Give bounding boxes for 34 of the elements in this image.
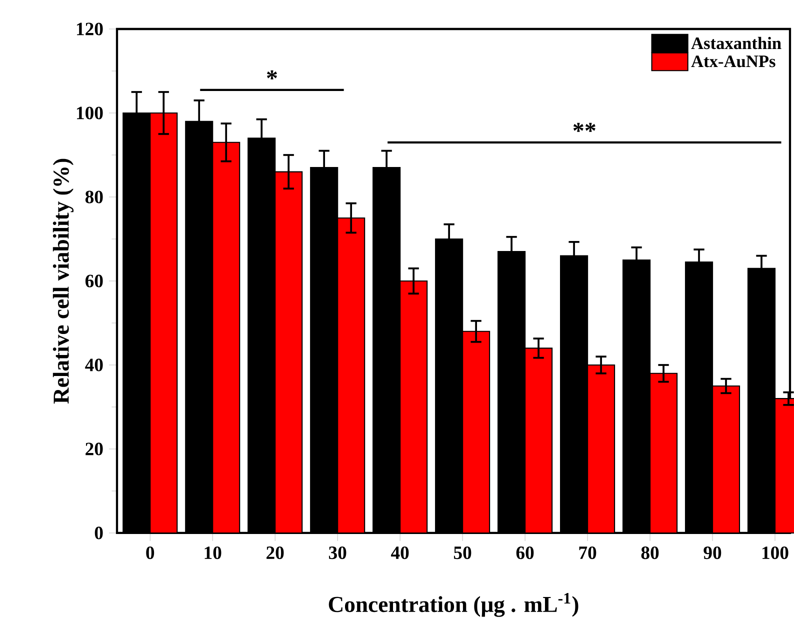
annotation: * — [266, 70, 277, 80]
annotation: ** — [573, 122, 596, 132]
bar — [212, 142, 240, 534]
bar — [274, 171, 303, 534]
y-tick-label: 100 — [77, 106, 103, 120]
bar — [649, 372, 678, 534]
y-tick-label: 120 — [77, 22, 103, 36]
bar — [400, 280, 428, 534]
x-tick-label: 60 — [516, 546, 534, 560]
y-tick-label: 80 — [85, 190, 103, 204]
bar — [150, 112, 178, 534]
x-tick-label: 0 — [146, 546, 154, 560]
x-tick-label: 100 — [762, 546, 788, 560]
legend-label: Astaxanthin — [691, 36, 782, 50]
x-tick-label: 20 — [266, 546, 284, 560]
y-tick-label: 60 — [85, 274, 103, 288]
y-axis-title: Relative cell viability (%) — [52, 158, 74, 404]
legend-label: Atx-AuNPs — [691, 56, 776, 68]
bar — [462, 330, 490, 534]
x-tick-label: 50 — [454, 546, 472, 560]
y-tick-label: 40 — [85, 358, 103, 372]
x-tick-label: 90 — [704, 546, 722, 560]
x-tick-label: 30 — [328, 546, 346, 560]
x-tick-label: 80 — [641, 546, 659, 560]
y-tick-label: 20 — [86, 442, 103, 456]
y-tick-label: 0 — [94, 526, 103, 540]
bar — [524, 348, 553, 534]
x-tick-label: 10 — [204, 546, 222, 560]
bar — [337, 217, 366, 534]
bar — [712, 385, 740, 534]
x-tick-label: 40 — [390, 546, 409, 560]
bar — [587, 364, 616, 534]
x-tick-label: 70 — [579, 546, 596, 560]
x-axis-title: Concentration (μg . mL$^{-1}$) — [328, 593, 578, 617]
